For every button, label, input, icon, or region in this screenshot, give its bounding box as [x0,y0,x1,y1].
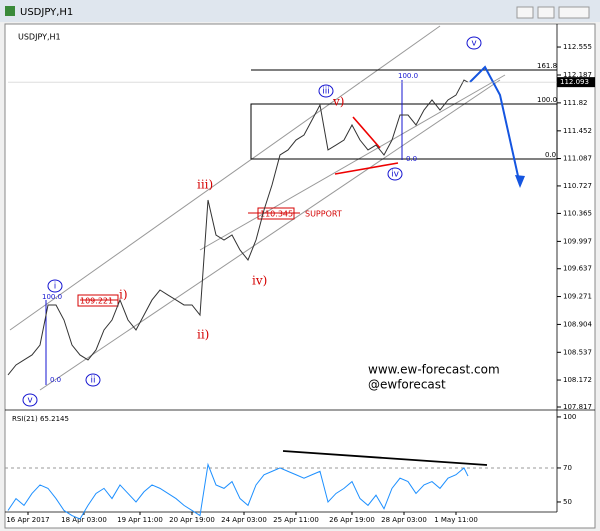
y-tick-label: 108.904 [563,320,592,328]
channel-upper [9,25,441,331]
y-tick-label: 110.365 [563,209,592,217]
wave-label: v) [332,95,344,109]
projection-arrow [469,65,521,186]
series-line [7,462,469,520]
support-label: SUPPORT [305,210,342,219]
last-price-box [557,77,595,88]
series-line [7,79,469,376]
close-button[interactable] [558,6,590,19]
rsi-label: RSI(21) 65.2145 [12,415,69,423]
wave-label: i) [119,288,128,302]
chart-label: USDJPY,H1 [18,33,61,42]
level-label: 109.221 [80,297,113,306]
y-tick-label: 111.452 [563,127,592,135]
red-line [334,162,399,175]
y-tick-label: 112.555 [563,43,592,51]
y-tick-label: 111.82 [563,99,588,107]
wave-label: iii) [197,178,213,192]
y-tick-label: 110.727 [563,182,592,190]
y-tick-label: 109.637 [563,265,592,273]
y-tick-label: 112.187 [563,71,592,79]
level-label: 110.345 [260,210,293,219]
fib-label: 100.0 [537,96,557,104]
rsi-value: 65.2145 [40,415,69,423]
annotations: v iii v) 100.0 161.8 100.0 0.0 0.0 iv ii… [12,39,557,424]
last-price-label: 112.093 [560,78,589,86]
wave-label: v [27,396,33,406]
wave-label: iv) [252,274,267,288]
red-line [352,116,381,149]
wave-label: v [471,39,477,49]
y-tick-label: 109.271 [563,293,592,301]
window-title: USDJPY,H1 [20,7,73,18]
chart-area [4,23,596,529]
y-tick-label: 50 [563,498,572,506]
window-icon [5,6,15,16]
fib-label: 0.0 [545,151,556,159]
x-tick-label: 20 Apr 19:00 [169,516,215,524]
wave-label: ii [90,376,95,386]
y-tick-label: 108.537 [563,348,592,356]
fib-label: 100.0 [398,72,418,80]
title-bar [0,0,600,22]
x-tick-label: 1 May 11:00 [434,516,478,524]
channel-lower [39,79,501,391]
x-tick-label: 25 Apr 11:00 [273,516,319,524]
fib-label: 0.0 [50,376,61,384]
drawings [5,25,558,469]
y-tick-label: 100 [563,413,576,421]
range-box [250,103,558,160]
divergence-line [282,450,488,466]
x-tick-label: 28 Apr 03:00 [381,516,427,524]
x-tick-label: 19 Apr 11:00 [117,516,163,524]
x-tick-label: 24 Apr 03:00 [221,516,267,524]
wave-label: i [54,282,57,292]
handle: @ewforecast [368,378,446,392]
minimize-button[interactable] [516,6,534,19]
wave-label: iii [322,87,330,97]
x-tick-label: 26 Apr 19:00 [329,516,375,524]
x-tick-label: 18 Apr 03:00 [61,516,107,524]
y-tick-label: 108.172 [563,376,592,384]
fib-label: 161.8 [537,62,557,70]
y-tick-label: 109.997 [563,237,592,245]
x-tick-label: 16 Apr 2017 [6,516,49,524]
y-tick-label: 107.817 [563,403,592,411]
fib-label: 100.0 [42,293,62,301]
wave-label: ii) [197,328,209,342]
arrow-head [515,175,525,188]
maximize-button[interactable] [537,6,555,19]
fib-label: 0.0 [406,155,417,163]
website: www.ew-forecast.com [368,363,500,377]
y-tick-label: 111.087 [563,155,592,163]
rsi-name: RSI(21) [12,415,38,423]
y-tick-label: 70 [563,464,572,472]
wave-label: iv [391,170,400,180]
